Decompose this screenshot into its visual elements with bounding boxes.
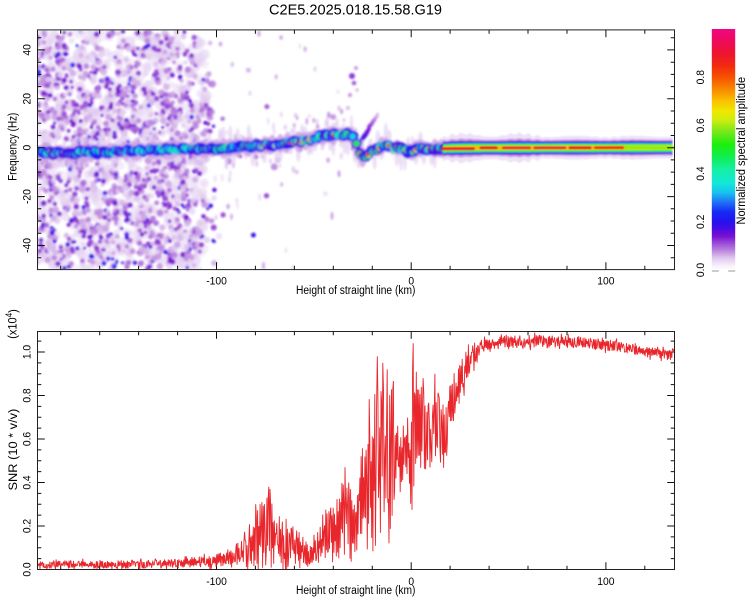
svg-text:Frequency (Hz): Frequency (Hz) [6,113,19,181]
svg-text:40: 40 [21,44,33,55]
svg-text:0.0: 0.0 [21,562,33,576]
svg-text:Height of straight line (km): Height of straight line (km) [296,584,416,597]
svg-text:0.2: 0.2 [21,519,33,533]
svg-text:0.8: 0.8 [21,388,33,402]
svg-text:0: 0 [408,576,414,588]
svg-text:0: 0 [408,275,414,287]
svg-text:SNR (10 * v/v): SNR (10 * v/v) [6,409,20,491]
svg-text:-100: -100 [206,576,227,588]
svg-text:0.6: 0.6 [21,432,33,446]
svg-text:0.4: 0.4 [695,166,707,180]
svg-text:C2E5.2025.018.15.58.G19: C2E5.2025.018.15.58.G19 [269,3,442,19]
svg-text:Normalized spectral amplitude: Normalized spectral amplitude [735,77,749,225]
svg-text:0.8: 0.8 [695,70,707,84]
svg-text:Height of straight line (km): Height of straight line (km) [296,284,416,297]
svg-text:-100: -100 [206,275,227,287]
svg-text:0.0: 0.0 [695,263,707,277]
svg-text:0.6: 0.6 [695,118,707,132]
svg-text:-20: -20 [21,189,33,204]
svg-text:0: 0 [21,145,33,151]
svg-text:(x104): (x104) [4,309,20,339]
svg-text:0.4: 0.4 [21,475,33,489]
svg-text:1.0: 1.0 [21,345,33,359]
svg-text:100: 100 [597,275,614,287]
svg-text:-40: -40 [21,238,33,253]
svg-text:100: 100 [597,576,614,588]
svg-text:20: 20 [21,93,33,104]
svg-text:0.2: 0.2 [695,215,707,229]
